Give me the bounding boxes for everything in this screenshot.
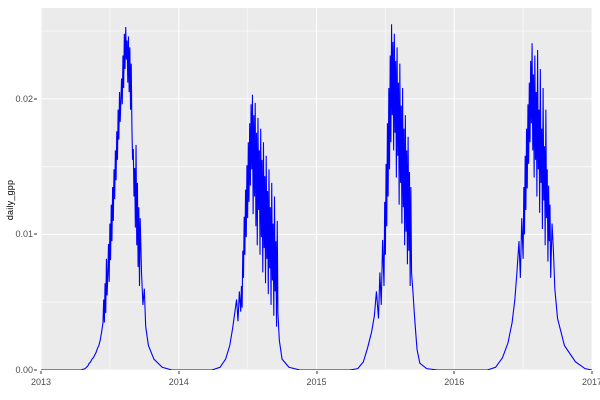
x-tick-mark — [178, 371, 180, 374]
x-tick-label: 2013 — [30, 377, 52, 387]
y-tick-mark — [34, 98, 37, 100]
y-axis-ticks: 0.00 0.01 0.02 — [0, 0, 37, 400]
series-line-daily-gpp — [41, 24, 592, 370]
x-tick-mark — [591, 371, 593, 374]
y-tick-label: 0.01 — [15, 229, 33, 240]
x-tick-mark — [316, 371, 317, 374]
y-tick-label: 0.00 — [15, 365, 33, 375]
x-tick-label: 2017 — [581, 377, 600, 387]
plot-panel — [41, 8, 592, 370]
y-tick-mark — [34, 369, 37, 371]
y-tick-label: 0.02 — [15, 93, 33, 104]
series-layer — [41, 8, 592, 370]
x-tick-mark — [40, 371, 42, 374]
y-tick-mark — [34, 233, 37, 235]
x-tick-label: 2014 — [168, 377, 189, 387]
x-tick-mark — [453, 371, 455, 374]
x-tick-label: 2016 — [444, 377, 465, 387]
x-tick-label: 2015 — [306, 377, 327, 387]
